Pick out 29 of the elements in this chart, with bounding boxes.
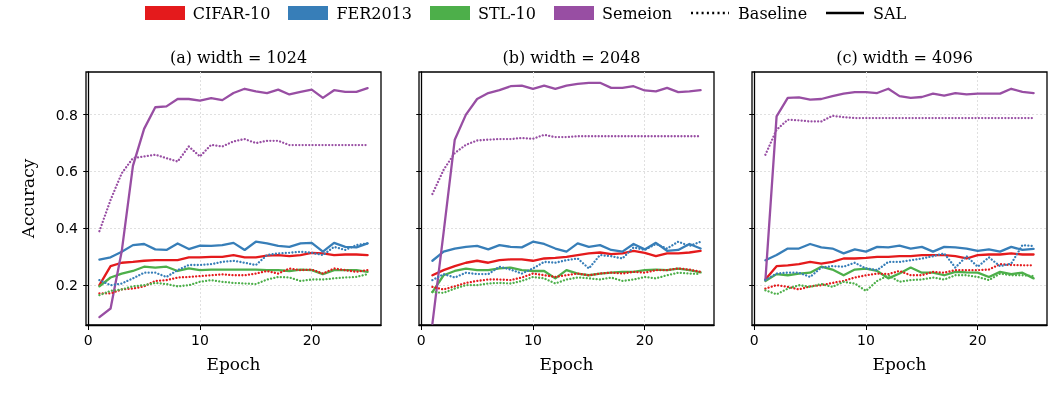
y-tick-label: 0.6 bbox=[55, 163, 79, 180]
text: Baseline bbox=[738, 3, 808, 23]
x-tick-label: 20 bbox=[968, 332, 987, 348]
legend-label: Semeion bbox=[601, 3, 673, 23]
x-axis-title: Epoch bbox=[206, 353, 261, 374]
line-series bbox=[98, 87, 369, 319]
text: SAL bbox=[873, 3, 907, 23]
x-tick-label: 20 bbox=[635, 332, 654, 348]
x-tick-label: 10 bbox=[191, 332, 209, 348]
x-tick-label: 0 bbox=[749, 332, 759, 348]
x-tick-label: 0 bbox=[83, 332, 93, 348]
x-tick-label: 0 bbox=[416, 332, 426, 348]
chart-title: (a) width = 1024 bbox=[169, 47, 308, 67]
x-tick-label: 20 bbox=[302, 332, 321, 348]
legend-label: STL-10 bbox=[477, 3, 536, 23]
line-series bbox=[98, 267, 369, 295]
x-tick-label: 10 bbox=[857, 332, 875, 348]
chart-title: (b) width = 2048 bbox=[502, 47, 641, 67]
y-axis-title: Accuracy bbox=[17, 158, 38, 240]
chart-title: (c) width = 4096 bbox=[836, 47, 973, 67]
legend-label: CIFAR-10 bbox=[192, 3, 271, 23]
line-series bbox=[98, 251, 369, 287]
y-tick-label: 0.4 bbox=[55, 220, 79, 237]
x-axis-title: Epoch bbox=[539, 353, 594, 374]
y-tick-label: 0.2 bbox=[55, 277, 78, 294]
y-tick-label: 0.8 bbox=[55, 106, 78, 123]
x-axis-title: Epoch bbox=[872, 353, 927, 374]
x-tick-label: 10 bbox=[524, 332, 542, 348]
legend-label: FER2013 bbox=[336, 3, 412, 23]
